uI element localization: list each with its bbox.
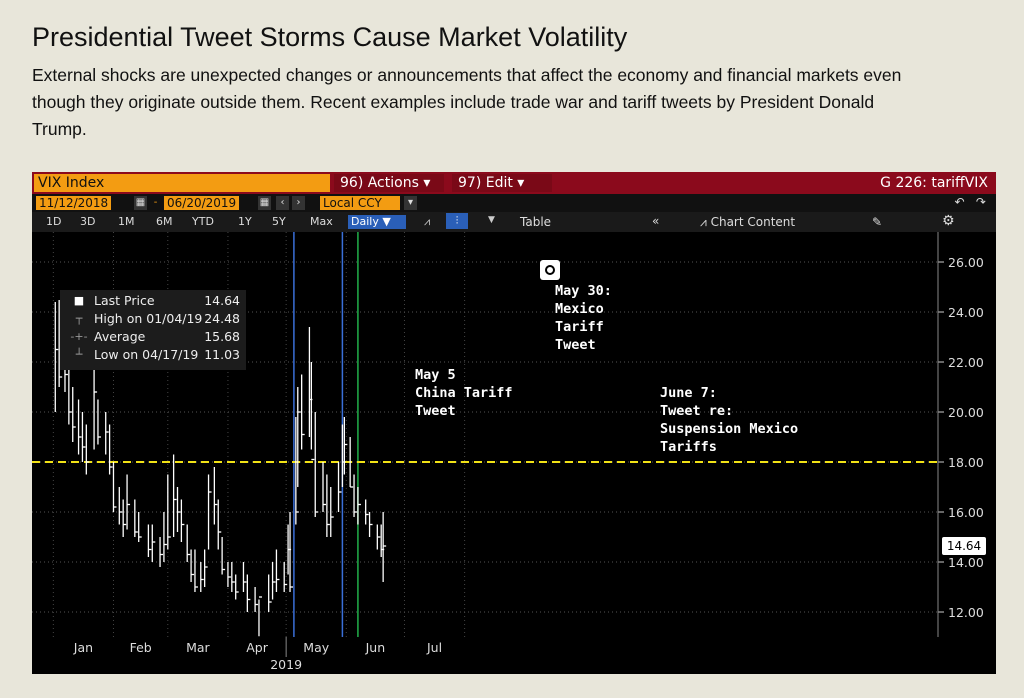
x-tick-label: May — [303, 640, 329, 655]
chart-icon: ⩘ — [700, 215, 711, 229]
table-button[interactable]: Table — [520, 215, 552, 229]
page-title: Presidential Tweet Storms Cause Market V… — [32, 22, 628, 52]
end-date-input[interactable]: 06/20/2019 — [164, 196, 240, 210]
chevron-down-icon[interactable]: ▾ — [404, 196, 417, 210]
legend-high: High on 01/04/19 24.48 — [94, 310, 240, 328]
y-tick-label: 24.00 — [948, 305, 984, 320]
period-toolbar: 1D 3D 1M 6M YTD 1Y 5Y Max Daily ▼ ⩘ ⫶ ▼ … — [32, 212, 996, 232]
chart-content-label: Chart Content — [710, 215, 796, 229]
x-tick-label: Jun — [365, 640, 386, 655]
x-axis-label: 2019 — [270, 657, 302, 672]
calendar-icon[interactable]: ▦ — [258, 196, 271, 210]
ticker-field[interactable]: VIX Index — [34, 174, 330, 192]
period-6m[interactable]: 6M — [156, 215, 173, 228]
vix-chart: 12.00 14.00 16.00 18.00 20.00 22.00 24.00 26.00… — [32, 232, 984, 672]
period-1d[interactable]: 1D — [46, 215, 62, 228]
low-icon: ┴ — [75, 348, 83, 361]
period-ytd[interactable]: YTD — [192, 215, 214, 228]
legend-high-label: High on 01/04/19 — [94, 311, 203, 326]
title-bar: VIX Index 96) Actions ▾ 97) Edit ▾ G 226… — [32, 172, 996, 194]
gear-icon[interactable]: ⚙ — [942, 213, 955, 229]
period-5y[interactable]: 5Y — [272, 215, 286, 228]
line-chart-icon[interactable]: ⩘ — [424, 215, 431, 228]
annotation-may30: May 30: Mexico Tariff Tweet — [555, 283, 612, 353]
bar-chart-icon[interactable]: ⫶ — [446, 213, 468, 229]
chevron-down-icon[interactable]: ▼ — [488, 215, 495, 225]
period-1m[interactable]: 1M — [118, 215, 135, 228]
legend-last: Last Price 14.64 — [94, 292, 240, 310]
legend-high-value: 24.48 — [204, 311, 240, 326]
record-icon[interactable] — [540, 260, 560, 280]
legend-low-value: 11.03 — [204, 347, 240, 362]
period-1y[interactable]: 1Y — [238, 215, 252, 228]
last-price-icon: ■ — [73, 294, 85, 307]
edit-icon[interactable]: ✎ — [872, 215, 883, 229]
y-tick-label: 22.00 — [948, 355, 984, 370]
legend-average: Average 15.68 — [94, 328, 240, 346]
next-arrow-icon[interactable]: › — [292, 196, 305, 210]
graph-title: G 226: tariffVIX — [880, 175, 988, 191]
legend-low: Low on 04/17/19 11.03 — [94, 346, 240, 364]
chart-content-button[interactable]: ⩘ Chart Content — [700, 215, 795, 230]
prev-arrow-icon[interactable]: ‹ — [276, 196, 289, 210]
last-price-tag: 14.64 — [942, 537, 986, 555]
period-3d[interactable]: 3D — [80, 215, 96, 228]
x-tick-label: Apr — [246, 640, 268, 655]
y-tick-label: 26.00 — [948, 255, 984, 270]
edit-menu[interactable]: 97) Edit ▾ — [452, 174, 552, 192]
y-tick-label: 12.00 — [948, 605, 984, 620]
legend-low-label: Low on 04/17/19 — [94, 347, 199, 362]
legend-last-value: 14.64 — [204, 293, 240, 308]
currency-select[interactable]: Local CCY — [320, 196, 400, 210]
period-max[interactable]: Max — [310, 215, 333, 228]
y-tick-label: 18.00 — [948, 455, 984, 470]
x-tick-label: Jul — [426, 640, 442, 655]
date-bar: 11/12/2018 ▦ - 06/20/2019 ▦ ‹ › Local CC… — [32, 194, 996, 212]
annotation-june7: June 7: Tweet re: Suspension Mexico Tari… — [660, 385, 799, 455]
legend-average-value: 15.68 — [204, 329, 240, 344]
frequency-select[interactable]: Daily ▼ — [348, 215, 406, 229]
start-date-input[interactable]: 11/12/2018 — [36, 196, 112, 210]
x-tick-label: Feb — [130, 640, 152, 655]
legend-average-label: Average — [94, 329, 146, 344]
terminal-window: VIX Index 96) Actions ▾ 97) Edit ▾ G 226… — [32, 172, 996, 674]
calendar-icon[interactable]: ▦ — [134, 196, 147, 210]
collapse-icon[interactable]: « — [652, 214, 660, 228]
undo-redo-icons[interactable]: ↶ ↷ — [954, 195, 986, 209]
high-icon: ┬ — [75, 312, 83, 325]
chart-legend: ■ Last Price 14.64 ┬ High on 01/04/19 24.4… — [60, 290, 246, 370]
actions-menu[interactable]: 96) Actions ▾ — [334, 174, 444, 192]
y-tick-label: 16.00 — [948, 505, 984, 520]
y-tick-label: 14.00 — [948, 555, 984, 570]
x-tick-label: Jan — [73, 640, 93, 655]
y-tick-label: 20.00 — [948, 405, 984, 420]
page-subtitle: External shocks are unexpected changes o… — [32, 65, 902, 139]
legend-last-label: Last Price — [94, 293, 155, 308]
annotation-may5: May 5 China Tariff Tweet — [415, 367, 513, 419]
x-tick-label: Mar — [186, 640, 210, 655]
date-separator: - — [153, 197, 158, 208]
average-icon: -+- — [70, 330, 88, 343]
